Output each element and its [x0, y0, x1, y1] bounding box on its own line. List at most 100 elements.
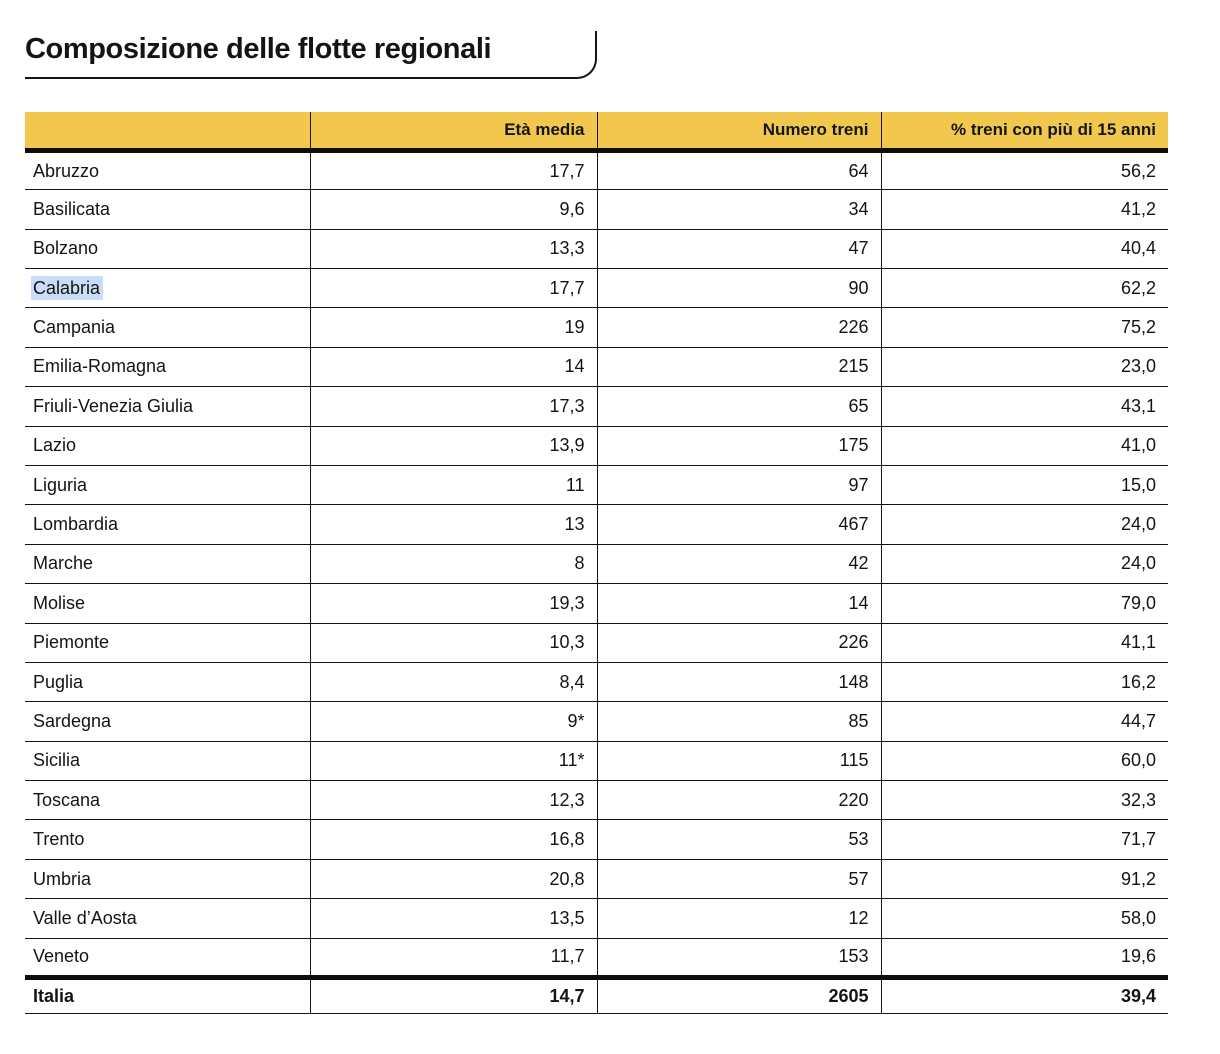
table-row: Valle d’Aosta 13,5 12 58,0: [25, 898, 1168, 939]
numero-treni-cell: 42: [596, 544, 881, 585]
region-cell: Valle d’Aosta: [25, 898, 310, 939]
numero-treni-cell: 47: [596, 229, 881, 270]
region-cell: Friuli-Venezia Giulia: [25, 386, 310, 427]
total-row: Italia 14,7 2605 39,4: [25, 975, 1168, 1015]
pct-over-15-cell: 15,0: [880, 465, 1168, 506]
pct-over-15-cell: 40,4: [880, 229, 1168, 270]
pct-over-15-cell: 62,2: [880, 268, 1168, 309]
eta-media-cell: 17,3: [309, 386, 597, 427]
table-row: Molise 19,3 14 79,0: [25, 583, 1168, 624]
region-cell: Bolzano: [25, 229, 310, 270]
table-row: Veneto 11,7 153 19,6: [25, 938, 1168, 979]
eta-media-cell: 19: [309, 307, 597, 348]
eta-media-cell: 13: [309, 504, 597, 545]
header-row: Età media Numero treni % treni con più d…: [25, 112, 1168, 153]
numero-treni-cell: 85: [596, 701, 881, 742]
table-row: Marche 8 42 24,0: [25, 544, 1168, 585]
regional-fleet-table: Età media Numero treni % treni con più d…: [25, 112, 1168, 1015]
col-header-pct-over-15: % treni con più di 15 anni: [880, 112, 1168, 153]
eta-media-cell: 17,7: [309, 150, 597, 191]
table-row: Basilicata 9,6 34 41,2: [25, 189, 1168, 230]
pct-over-15-cell: 71,7: [880, 819, 1168, 860]
numero-treni-cell: 14: [596, 583, 881, 624]
pct-over-15-cell: 24,0: [880, 504, 1168, 545]
eta-media-cell: 17,7: [309, 268, 597, 309]
table-row: Abruzzo 17,7 64 56,2: [25, 150, 1168, 191]
numero-treni-cell: 57: [596, 859, 881, 900]
region-cell: Calabria: [25, 268, 310, 309]
table-row: Umbria 20,8 57 91,2: [25, 859, 1168, 900]
numero-treni-cell: 115: [596, 741, 881, 782]
table-footer: Italia 14,7 2605 39,4: [25, 975, 1168, 1015]
numero-treni-cell: 148: [596, 662, 881, 703]
table-row: Lombardia 13 467 24,0: [25, 504, 1168, 545]
pct-over-15-cell: 19,6: [880, 938, 1168, 979]
pct-over-15-cell: 16,2: [880, 662, 1168, 703]
region-cell: Trento: [25, 819, 310, 860]
region-cell: Emilia-Romagna: [25, 347, 310, 388]
numero-treni-cell: 12: [596, 898, 881, 939]
eta-media-cell: 14: [309, 347, 597, 388]
eta-media-cell: 13,3: [309, 229, 597, 270]
selected-region-text: Calabria: [31, 275, 104, 300]
numero-treni-cell: 34: [596, 189, 881, 230]
pct-over-15-cell: 56,2: [880, 150, 1168, 191]
table-row: Toscana 12,3 220 32,3: [25, 780, 1168, 821]
region-cell: Marche: [25, 544, 310, 585]
eta-media-cell: 8: [309, 544, 597, 585]
numero-treni-cell: 97: [596, 465, 881, 506]
eta-media-cell: 10,3: [309, 623, 597, 663]
table-header: Età media Numero treni % treni con più d…: [25, 112, 1168, 153]
region-cell: Lombardia: [25, 504, 310, 545]
pct-over-15-cell: 75,2: [880, 307, 1168, 348]
numero-treni-cell: 215: [596, 347, 881, 388]
eta-media-cell: 11*: [309, 741, 597, 782]
total-numero-treni-cell: 2605: [596, 975, 881, 1015]
title-box: Composizione delle flotte regionali: [25, 31, 597, 80]
eta-media-cell: 9*: [309, 701, 597, 742]
col-header-region: [25, 112, 310, 153]
numero-treni-cell: 65: [596, 386, 881, 427]
table-row: Campania 19 226 75,2: [25, 307, 1168, 348]
table-body: Abruzzo 17,7 64 56,2 Basilicata 9,6 34 41,2 Bolz…: [25, 150, 1168, 979]
region-cell: Umbria: [25, 859, 310, 900]
region-cell: Veneto: [25, 938, 310, 979]
region-cell: Liguria: [25, 465, 310, 506]
pct-over-15-cell: 44,7: [880, 701, 1168, 742]
table-row: Friuli-Venezia Giulia 17,3 65 43,1: [25, 386, 1168, 427]
table-row: Bolzano 13,3 47 40,4: [25, 229, 1168, 270]
region-cell: Basilicata: [25, 189, 310, 230]
table-row: Sicilia 11* 115 60,0: [25, 741, 1168, 782]
pct-over-15-cell: 41,1: [880, 623, 1168, 663]
table-row: Liguria 11 97 15,0: [25, 465, 1168, 506]
pct-over-15-cell: 43,1: [880, 386, 1168, 427]
total-region-cell: Italia: [25, 975, 310, 1015]
col-header-eta-media: Età media: [309, 112, 597, 153]
numero-treni-cell: 64: [596, 150, 881, 191]
pct-over-15-cell: 79,0: [880, 583, 1168, 624]
region-cell: Sardegna: [25, 701, 310, 742]
numero-treni-cell: 226: [596, 623, 881, 663]
eta-media-cell: 13,9: [309, 426, 597, 466]
total-eta-media-cell: 14,7: [309, 975, 597, 1015]
region-cell: Abruzzo: [25, 150, 310, 191]
numero-treni-cell: 153: [596, 938, 881, 979]
table-row: Puglia 8,4 148 16,2: [25, 662, 1168, 703]
region-cell: Molise: [25, 583, 310, 624]
table-row: Trento 16,8 53 71,7: [25, 819, 1168, 860]
eta-media-cell: 19,3: [309, 583, 597, 624]
eta-media-cell: 12,3: [309, 780, 597, 821]
pct-over-15-cell: 32,3: [880, 780, 1168, 821]
numero-treni-cell: 175: [596, 426, 881, 466]
pct-over-15-cell: 24,0: [880, 544, 1168, 585]
col-header-numero-treni: Numero treni: [596, 112, 881, 153]
region-cell: Puglia: [25, 662, 310, 703]
pct-over-15-cell: 41,2: [880, 189, 1168, 230]
pct-over-15-cell: 58,0: [880, 898, 1168, 939]
eta-media-cell: 20,8: [309, 859, 597, 900]
region-cell: Piemonte: [25, 623, 310, 663]
region-cell: Sicilia: [25, 741, 310, 782]
numero-treni-cell: 53: [596, 819, 881, 860]
total-pct-over-15-cell: 39,4: [880, 975, 1168, 1015]
eta-media-cell: 9,6: [309, 189, 597, 230]
